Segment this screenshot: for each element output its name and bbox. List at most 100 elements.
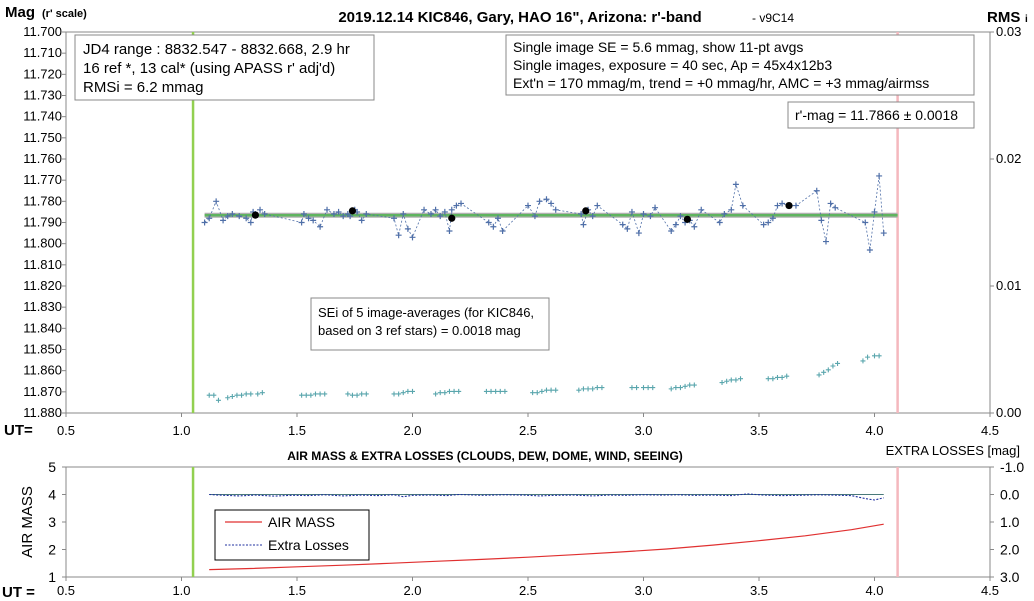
result-box [787,101,975,129]
average-point [251,211,260,219]
bottom-plot-area [65,466,991,578]
rms-point [211,392,217,398]
rms-point [830,363,836,369]
single-image-point [765,219,772,226]
single-image-point [619,221,626,228]
rms-point [543,387,549,393]
single-image-point [446,227,453,234]
rms-point [687,382,693,388]
y-tick-label: 11.810 [23,257,62,272]
rms-point [580,386,586,392]
y-axis-label-sub: (r' scale) [42,8,87,20]
single-image-point [330,211,337,218]
rms-point [363,391,369,397]
rms-point [234,392,240,398]
single-image-point [628,208,635,215]
rms-point [396,391,402,397]
single-image-point [243,215,250,222]
rms-point [215,397,221,403]
version-label: - v9C14 [752,11,794,25]
info-box-range-line: RMSi = 6.2 mmag [83,79,203,96]
bottom-x-tick-label: 2.0 [403,583,421,598]
single-image-point [779,200,786,207]
single-image-point [880,230,887,237]
single-image-point [876,172,883,179]
rms-point [359,391,365,397]
bottom-x-tick-label: 3.0 [634,583,652,598]
info-box-range [74,34,375,101]
single-image-point [652,204,659,211]
single-image-point [494,215,501,222]
rms-point [548,387,554,393]
single-image-point [672,221,679,228]
y-tick-label: 11.720 [23,66,62,81]
rms-point [255,391,261,397]
bottom-x-tick-label: 2.5 [519,583,537,598]
rms-point [876,353,882,359]
single-image-point [499,227,506,234]
single-image-point [536,198,543,205]
rms-point [308,392,314,398]
rms-point [539,388,545,394]
y2-axis-label-sub: i [1025,14,1028,25]
rms-point [816,372,822,378]
rms-point [400,390,406,396]
rms-point [677,385,683,391]
y-tick-label: 11.820 [23,278,62,293]
single-image-point [716,219,723,226]
single-image-point [589,213,596,220]
rms-point [345,391,351,397]
rms-point [248,391,254,397]
bottom-chart-title: AIR MASS & EXTRA LOSSES (CLOUDS, DEW, DO… [287,449,683,463]
rms-point [354,392,360,398]
rms-point [534,390,540,396]
rms-point [641,385,646,391]
bottom-y2-tick-label: -1.0 [1000,459,1024,475]
single-image-point [257,206,264,213]
info-box-exposure-line: Ext'n = 170 mmag/m, trend = +0 mmag/hr, … [513,75,929,91]
rms-point [825,367,831,373]
rms-point [229,393,235,399]
rms-point [738,376,744,382]
bottom-x-tick-label: 4.5 [981,583,999,598]
result-box-text: r'-mag = 11.7866 ± 0.0018 [795,107,958,123]
single-image-point [427,211,434,218]
x-tick-label: 1.0 [172,423,190,438]
extra-losses-line [209,493,884,501]
y-tick-label: 11.830 [23,299,62,314]
y-tick-label: 11.760 [23,151,62,166]
rms-point [239,392,245,398]
y2-tick-label: 0.00 [996,405,1021,420]
rms-point [733,377,739,383]
rms-point [765,376,771,382]
single-image-point [363,211,370,218]
single-image-point [247,219,254,226]
bottom-y2-tick-label: 1.0 [1000,514,1020,530]
single-image-point [340,213,347,220]
rms-point [599,385,605,391]
rms-point [410,388,415,394]
y-tick-label: 11.700 [23,24,62,39]
bottom-y2-tick-label: 0.0 [1000,487,1020,503]
y-axis-label: Mag [5,4,35,21]
rms-point [835,360,841,366]
y-tick-label: 11.790 [23,215,62,230]
single-image-point [774,202,781,209]
single-image-point [490,223,497,230]
bottom-x-axis-label: UT = [2,584,35,601]
bottom-y2-axis-label: EXTRA LOSSES [mag] [886,443,1020,458]
single-image-point [220,217,227,224]
single-image-point [732,181,739,188]
single-image-point [324,206,331,213]
rms-point [668,386,674,392]
bottom-y-tick-label: 5 [48,459,56,475]
bottom-y2-tick-label: 3.0 [1000,569,1020,585]
rms-point [728,377,734,383]
rms-point [225,395,231,401]
single-image-point [317,223,324,230]
legend-extra-losses-label: Extra Losses [268,537,349,553]
single-image-point [739,202,746,209]
rms-point [682,383,688,389]
single-image-point [818,217,825,224]
